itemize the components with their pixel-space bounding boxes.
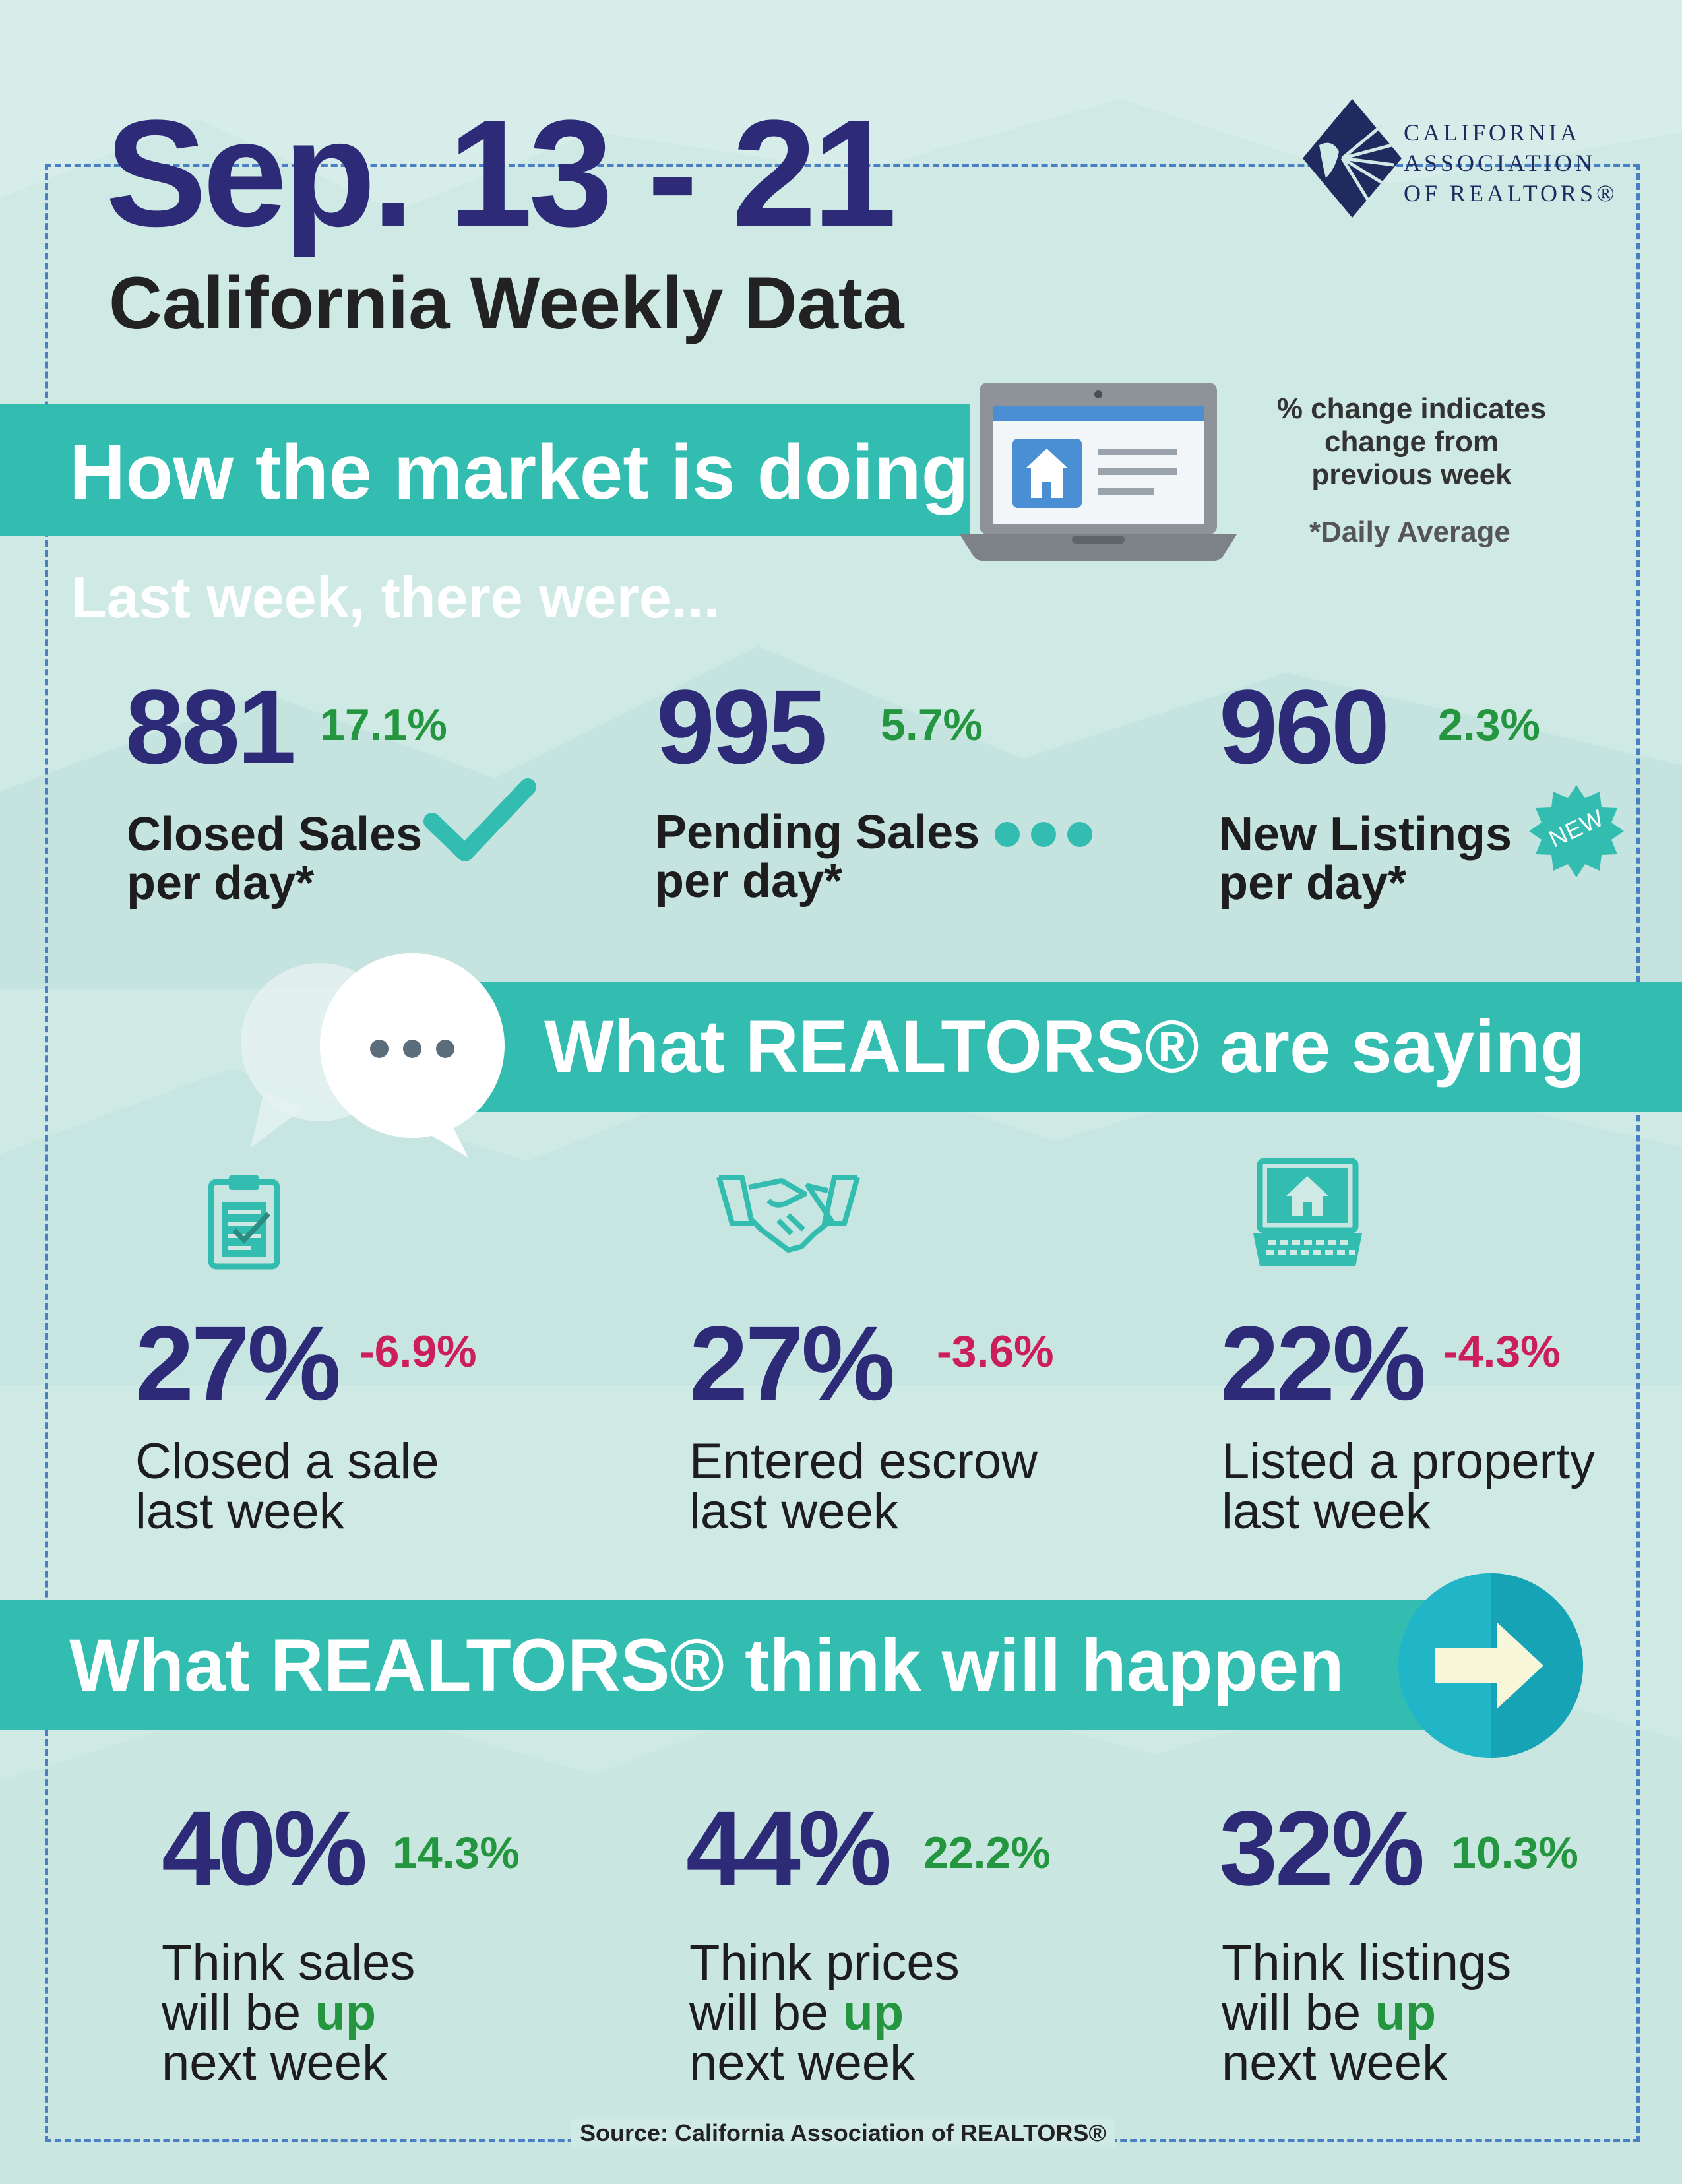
arrow-right-icon <box>1398 1573 1583 1758</box>
closed-sale-pct: 27% <box>135 1304 341 1422</box>
chat-bubbles-icon <box>241 953 505 1158</box>
prices-up-change: 22.2% <box>923 1828 1051 1878</box>
listed-property-pct: 22% <box>1220 1304 1426 1422</box>
pending-sales-value: 995 <box>656 668 827 786</box>
market-intro: Last week, there were... <box>71 565 720 630</box>
handshake-icon <box>716 1175 860 1253</box>
closed-sales-label: Closed Sales per day* <box>127 808 423 910</box>
new-listings-value: 960 <box>1219 668 1390 786</box>
saying-section-title: What REALTORS® are saying <box>544 1005 1586 1088</box>
pending-sales-label: Pending Sales per day* <box>655 806 980 908</box>
laptop-house-icon <box>1253 1158 1362 1266</box>
listings-up-pct: 32% <box>1219 1789 1425 1907</box>
sales-up-change: 14.3% <box>392 1828 520 1878</box>
think-section-title: What REALTORS® think will happen <box>69 1624 1344 1706</box>
new-listings-change: 2.3% <box>1438 700 1540 750</box>
closed-sale-label: Closed a sale last week <box>135 1433 439 1540</box>
closed-sales-value: 881 <box>125 668 296 786</box>
laptop-listing-icon <box>960 383 1237 561</box>
prices-up-label: Think prices will be up next week <box>689 1935 960 2091</box>
market-section-band <box>0 404 970 536</box>
page-subtitle: California Weekly Data <box>109 261 918 346</box>
car-logo-icon <box>1303 99 1402 218</box>
checkmark-icon <box>423 778 536 861</box>
closed-sale-change: -6.9% <box>359 1326 477 1377</box>
sales-up-label: Think sales will be up next week <box>162 1935 416 2091</box>
listings-up-label: Think listings will be up next week <box>1222 1935 1512 2091</box>
new-listings-label: New Listings per day* <box>1219 808 1512 910</box>
think-section-band <box>0 1600 1491 1730</box>
listings-up-change: 10.3% <box>1451 1828 1578 1878</box>
saying-section-band <box>462 982 1682 1112</box>
entered-escrow-pct: 27% <box>689 1304 895 1422</box>
pending-sales-change: 5.7% <box>881 700 983 750</box>
percent-change-note: % change indicates change from previous … <box>1276 392 1547 491</box>
prices-up-pct: 44% <box>686 1789 892 1907</box>
entered-escrow-label: Entered escrow last week <box>689 1433 1038 1540</box>
listed-property-change: -4.3% <box>1443 1326 1561 1377</box>
source-footer: Source: California Association of REALTO… <box>571 2119 1115 2147</box>
dots-icon <box>995 822 1092 847</box>
market-section-title: How the market is doing <box>69 429 969 516</box>
date-range-title: Sep. 13 - 21 <box>106 88 897 258</box>
daily-average-note: *Daily Average <box>1309 516 1511 548</box>
new-badge-icon: NEW <box>1527 782 1626 881</box>
listed-property-label: Listed a property last week <box>1222 1433 1596 1540</box>
closed-sales-change: 17.1% <box>320 700 447 750</box>
clipboard-icon <box>208 1175 280 1270</box>
entered-escrow-change: -3.6% <box>937 1326 1054 1377</box>
logo-text: CALIFORNIA ASSOCIATION OF REALTORS® <box>1404 119 1618 206</box>
sales-up-pct: 40% <box>162 1789 367 1907</box>
